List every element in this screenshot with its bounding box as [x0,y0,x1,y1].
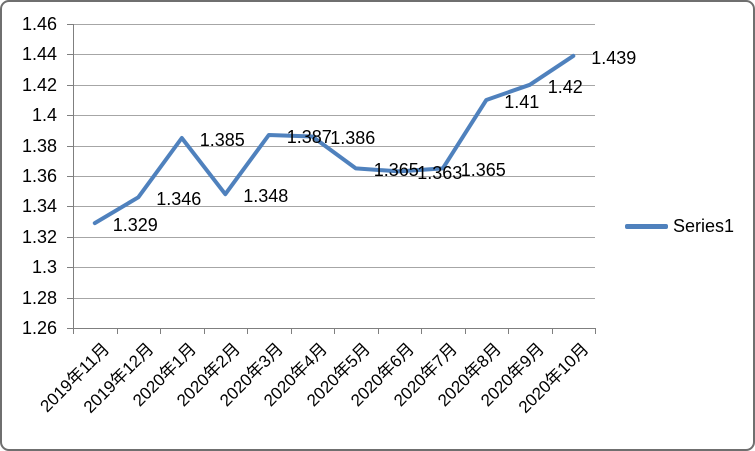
y-gridline [73,237,595,238]
y-gridline [73,24,595,25]
y-axis-tick [67,54,73,55]
x-axis-tick [204,328,205,334]
data-point-label: 1.365 [373,160,419,181]
data-point-label: 1.385 [199,130,245,150]
x-axis-tick [378,328,379,334]
y-axis-tick-label: 1.26 [21,318,57,338]
y-axis-tick-label: 1.32 [21,227,57,247]
y-axis-tick-label: 1.3 [31,257,57,277]
x-axis-tick [334,328,335,334]
y-axis-tick [67,24,73,25]
data-point-label: 1.387 [286,126,332,147]
data-point-label: 1.386 [330,128,376,149]
legend-series-label: Series1 [673,216,735,236]
x-axis-tick [595,328,596,334]
x-axis-tick [421,328,422,334]
y-gridline [73,206,595,207]
y-gridline [73,267,595,268]
data-point-label: 1.348 [243,186,289,207]
y-gridline [73,176,595,177]
y-axis-tick-label: 1.36 [21,166,57,186]
y-axis-tick-label: 1.34 [21,196,57,216]
data-point-label: 1.439 [591,47,637,68]
y-axis-tick-label: 1.44 [21,44,57,64]
x-axis-tick [291,328,292,334]
y-gridline [73,298,595,299]
data-point-label: 1.346 [156,189,202,210]
legend-line-swatch [625,224,668,229]
y-axis-tick [67,115,73,116]
x-axis-tick [552,328,553,334]
data-point-label: 1.41 [504,92,540,112]
data-point-label: 1.365 [460,160,506,181]
data-point-label: 1.42 [547,76,583,97]
y-axis-tick [67,85,73,86]
x-axis-line [67,328,595,329]
data-point-label: 1.363 [417,163,463,184]
y-gridline [73,146,595,147]
y-gridline [73,54,595,55]
x-axis-tick [117,328,118,334]
data-point-label: 1.329 [112,215,158,236]
y-axis-line [73,24,74,328]
y-axis-tick-label: 1.28 [21,288,57,308]
y-axis-tick-label: 1.42 [21,75,57,95]
y-axis-tick-label: 1.4 [31,105,57,125]
y-axis-tick-label: 1.46 [21,14,57,34]
x-axis-tick [160,328,161,334]
y-axis-tick [67,298,73,299]
x-axis-tick [465,328,466,334]
series-line[interactable] [92,53,576,226]
y-axis-tick [67,176,73,177]
y-axis-tick [67,206,73,207]
x-axis-tick [73,328,74,334]
y-axis-tick [67,237,73,238]
y-axis-tick [67,146,73,147]
y-gridline [73,85,595,86]
y-axis-tick-label: 1.38 [21,136,57,156]
x-axis-tick [247,328,248,334]
y-axis-tick [67,267,73,268]
y-gridline [73,115,595,116]
x-axis-tick [508,328,509,334]
legend[interactable]: Series1 [625,216,734,237]
